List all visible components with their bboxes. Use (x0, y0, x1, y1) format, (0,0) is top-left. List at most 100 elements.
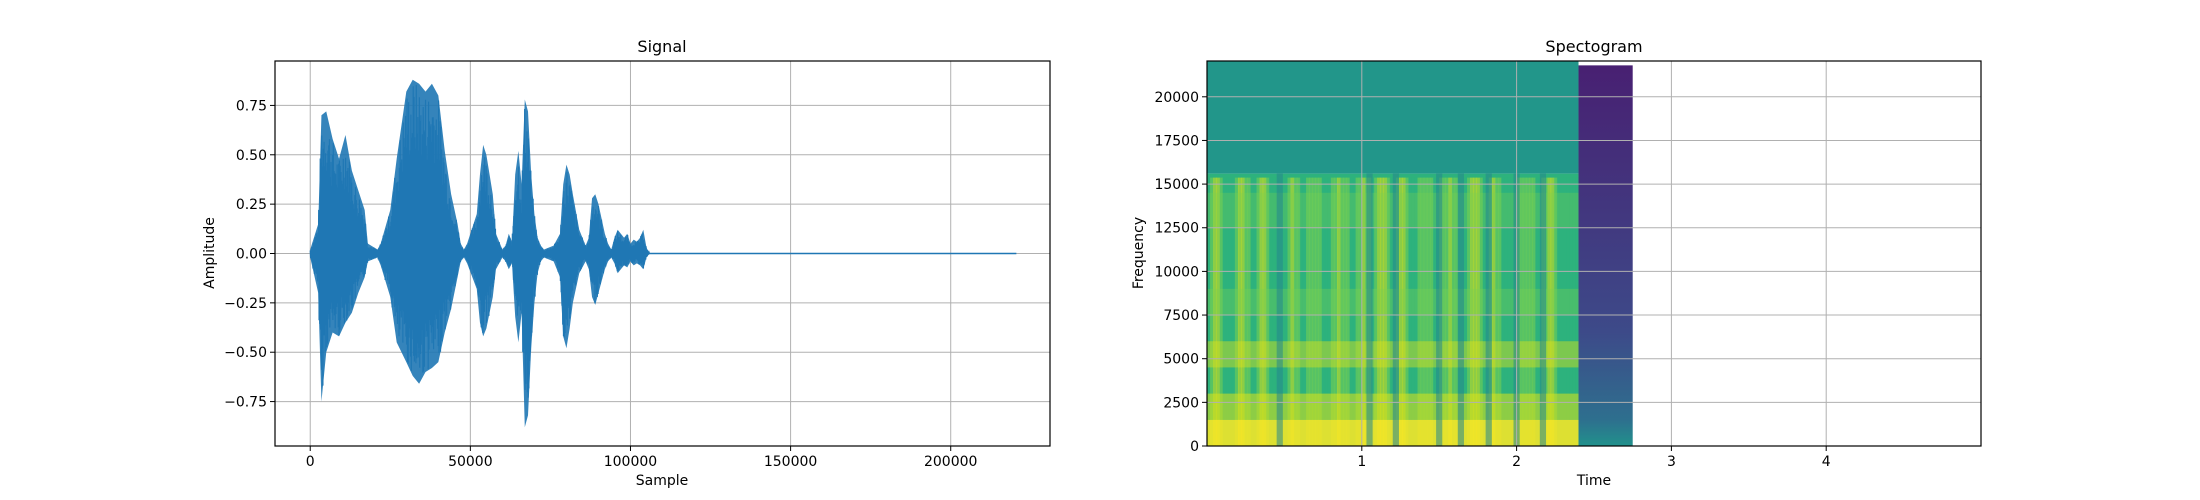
signal-xtick-label: 100000 (604, 454, 657, 470)
spectrogram-gap (1457, 173, 1464, 446)
spectrogram-column (1389, 177, 1394, 446)
spectrogram-column (1361, 177, 1366, 446)
spectrogram-column (1575, 177, 1580, 446)
spectrogram-xtick-label: 1 (1357, 454, 1366, 470)
spectrogram-column (1429, 177, 1434, 446)
spectrogram-column (1426, 177, 1431, 446)
spectrogram-column (1498, 177, 1502, 446)
spectrogram-column (1330, 177, 1335, 446)
spectrogram-column (1299, 177, 1304, 446)
spectrogram-axes-frame (1206, 60, 1982, 447)
spectrogram-column (1346, 177, 1350, 446)
spectrogram-ytick-label: 7500 (1163, 308, 1199, 324)
spectrogram-column (1467, 177, 1471, 446)
signal-envelope-fill (310, 79, 650, 428)
spectrogram-column (1343, 177, 1347, 446)
spectrogram-column (1556, 177, 1561, 446)
spectrogram-column (1306, 177, 1310, 446)
signal-ytick-label: 0.75 (236, 98, 267, 114)
signal-ytick-label: −0.50 (224, 345, 267, 361)
spectrogram-column (1287, 177, 1292, 446)
spectrogram-column (1519, 177, 1524, 446)
spectrogram-column (1491, 177, 1496, 446)
spectrogram-column (1463, 177, 1468, 446)
spectrogram-column (1482, 177, 1487, 446)
spectrogram-column (1411, 177, 1415, 446)
spectrogram-column (1312, 177, 1316, 446)
spectrogram-column (1572, 177, 1576, 446)
spectrogram-column (1284, 177, 1288, 446)
spectrogram-column (1290, 177, 1295, 446)
spectrogram-column (1253, 177, 1258, 446)
spectrogram-column (1398, 177, 1403, 446)
spectrogram-ytick-label: 2500 (1163, 395, 1199, 411)
spectrogram-gap (1366, 173, 1373, 446)
spectrogram-gap (1392, 173, 1399, 446)
spectrogram-column (1522, 177, 1527, 446)
signal-xtick-label: 200000 (924, 454, 977, 470)
spectrogram-column (1405, 177, 1409, 446)
spectrogram-column (1402, 177, 1406, 446)
spectrogram-column (1333, 177, 1338, 446)
spectrogram-column (1528, 177, 1533, 446)
spectrogram-column (1445, 177, 1449, 446)
signal-y-ticks: −0.75 −0.50 −0.25 0.00 0.25 0.50 0.75 (224, 98, 275, 411)
signal-x-ticks: 0 50000 100000 150000 200000 (306, 446, 977, 470)
spectrogram-column (1479, 177, 1484, 446)
spectrogram-column (1324, 177, 1329, 446)
spectrogram-column (1272, 177, 1276, 446)
spectrogram-column (1250, 177, 1254, 446)
spectrogram-column (1234, 177, 1239, 446)
signal-title: Signal (637, 37, 686, 56)
spectrogram-column (1507, 177, 1511, 446)
spectrogram-xlabel: Time (1576, 473, 1611, 489)
spectrogram-column (1241, 177, 1245, 446)
spectrogram-column (1510, 177, 1515, 446)
spectrogram-column (1318, 177, 1323, 446)
spectrogram-column (1247, 177, 1251, 446)
signal-xtick-label: 0 (306, 454, 315, 470)
spectrogram-column (1417, 177, 1422, 446)
spectrogram-column (1470, 177, 1474, 446)
spectrogram-column (1222, 177, 1227, 446)
spectrogram-column (1525, 177, 1530, 446)
spectrogram-column (1207, 177, 1211, 446)
spectrogram-column (1535, 177, 1539, 446)
spectrogram-column (1423, 177, 1428, 446)
spectrogram-column (1501, 177, 1505, 446)
spectrogram-column (1476, 177, 1480, 446)
spectrogram-column (1355, 177, 1360, 446)
spectrogram-chart: 1 2 3 4 0 2500 5000 7500 10000 12500 15000 17500 20… (1131, 37, 1982, 489)
signal-ytick-label: −0.75 (224, 395, 267, 411)
spectrogram-ytick-label: 10000 (1154, 264, 1199, 280)
spectrogram-column (1302, 177, 1307, 446)
spectrogram-column (1532, 177, 1536, 446)
signal-ytick-label: 0.50 (236, 148, 267, 164)
spectrogram-column (1315, 177, 1319, 446)
spectrogram-ytick-label: 12500 (1154, 221, 1199, 237)
spectrogram-column (1358, 177, 1363, 446)
spectrogram-column (1371, 177, 1375, 446)
spectrogram-column (1504, 177, 1508, 446)
spectrogram-column (1374, 177, 1378, 446)
spectrogram-column (1309, 177, 1313, 446)
spectrogram-column (1386, 177, 1391, 446)
spectrogram-column (1547, 177, 1552, 446)
spectrogram-ytick-label: 20000 (1154, 90, 1199, 106)
spectrogram-column (1210, 177, 1214, 446)
spectrogram-column (1550, 177, 1555, 446)
spectrogram-column (1268, 177, 1273, 446)
signal-ytick-label: −0.25 (224, 296, 267, 312)
spectrogram-column (1414, 177, 1419, 446)
spectrogram-column (1559, 177, 1564, 446)
spectrogram-column (1563, 177, 1567, 446)
spectrogram-column (1408, 177, 1412, 446)
signal-xlabel: Sample (636, 473, 689, 489)
spectrogram-ytick-label: 0 (1190, 439, 1199, 455)
signal-ytick-label: 0.00 (236, 247, 267, 263)
spectrogram-ytick-label: 5000 (1163, 352, 1199, 368)
spectrogram-column (1448, 177, 1453, 446)
signal-chart: 0 50000 100000 150000 200000 −0.75 −0.50 −0.25… (202, 37, 1051, 489)
spectrogram-gap (1539, 173, 1547, 446)
